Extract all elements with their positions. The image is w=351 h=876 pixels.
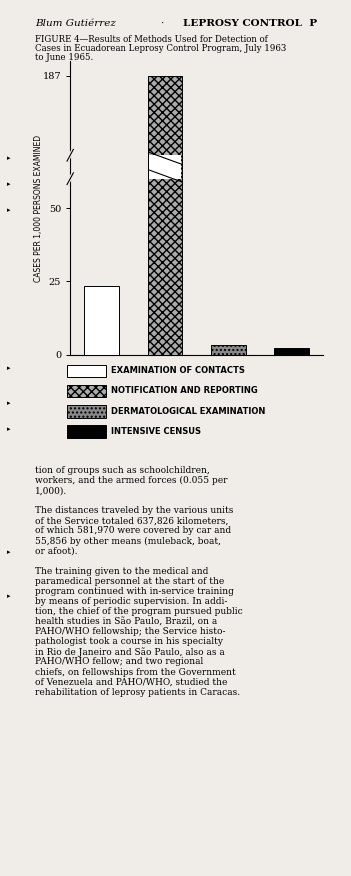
FancyBboxPatch shape xyxy=(67,385,106,398)
Text: chiefs, on fellowships from the Government: chiefs, on fellowships from the Governme… xyxy=(35,668,236,676)
Text: DERMATOLOGICAL EXAMINATION: DERMATOLOGICAL EXAMINATION xyxy=(111,406,265,415)
Text: 55,856 by other means (muleback, boat,: 55,856 by other means (muleback, boat, xyxy=(35,536,221,546)
FancyBboxPatch shape xyxy=(67,426,106,438)
Text: Cases in Ecuadorean Leprosy Control Program, July 1963: Cases in Ecuadorean Leprosy Control Prog… xyxy=(35,44,286,53)
Text: ▸: ▸ xyxy=(7,181,11,187)
Text: PAHO/WHO fellowship; the Service histo-: PAHO/WHO fellowship; the Service histo- xyxy=(35,627,226,636)
Text: INTENSIVE CENSUS: INTENSIVE CENSUS xyxy=(111,427,201,436)
Text: of which 581,970 were covered by car and: of which 581,970 were covered by car and xyxy=(35,526,231,535)
Text: by means of periodic supervision. In addi-: by means of periodic supervision. In add… xyxy=(35,597,227,606)
Text: ▸: ▸ xyxy=(7,365,11,371)
FancyBboxPatch shape xyxy=(67,405,106,418)
Text: PAHO/WHO fellow; and two regional: PAHO/WHO fellow; and two regional xyxy=(35,657,203,667)
Text: ▸: ▸ xyxy=(7,549,11,555)
Text: pathologist took a course in his specialty: pathologist took a course in his special… xyxy=(35,638,223,646)
Text: rehabilitation of leprosy patients in Caracas.: rehabilitation of leprosy patients in Ca… xyxy=(35,688,240,696)
Text: ·: · xyxy=(160,19,163,28)
Text: to June 1965.: to June 1965. xyxy=(35,53,93,61)
Text: tion of groups such as schoolchildren,: tion of groups such as schoolchildren, xyxy=(35,466,210,475)
Text: tion, the chief of the program pursued public: tion, the chief of the program pursued p… xyxy=(35,607,243,616)
FancyBboxPatch shape xyxy=(67,364,106,377)
Text: ▸: ▸ xyxy=(7,208,11,213)
Bar xyxy=(147,76,183,355)
Bar xyxy=(274,349,309,355)
Text: workers, and the armed forces (0.055 per: workers, and the armed forces (0.055 per xyxy=(35,477,227,485)
Text: LEPROSY CONTROL  P: LEPROSY CONTROL P xyxy=(183,19,317,28)
Text: health studies in São Paulo, Brazil, on a: health studies in São Paulo, Brazil, on … xyxy=(35,617,217,626)
Text: or afoot).: or afoot). xyxy=(35,547,78,555)
Text: in Rio de Janeiro and São Paulo, also as a: in Rio de Janeiro and São Paulo, also as… xyxy=(35,647,225,657)
Text: program continued with in-service training: program continued with in-service traini… xyxy=(35,587,234,596)
Text: 1,000).: 1,000). xyxy=(35,486,67,495)
Bar xyxy=(84,286,119,355)
Text: ▸: ▸ xyxy=(7,155,11,160)
Text: The training given to the medical and: The training given to the medical and xyxy=(35,567,208,576)
Text: NOTIFICATION AND REPORTING: NOTIFICATION AND REPORTING xyxy=(111,386,258,395)
Text: The distances traveled by the various units: The distances traveled by the various un… xyxy=(35,506,233,515)
Text: FIGURE 4—Results of Methods Used for Detection of: FIGURE 4—Results of Methods Used for Det… xyxy=(35,35,268,44)
Text: paramedical personnel at the start of the: paramedical personnel at the start of th… xyxy=(35,577,224,586)
Y-axis label: CASES PER 1,000 PERSONS EXAMINED: CASES PER 1,000 PERSONS EXAMINED xyxy=(34,135,43,281)
Text: ▸: ▸ xyxy=(7,427,11,432)
Text: ▸: ▸ xyxy=(7,400,11,406)
Text: Blum Gutiérrez: Blum Gutiérrez xyxy=(35,19,116,28)
Text: of Venezuela and PAHO/WHO, studied the: of Venezuela and PAHO/WHO, studied the xyxy=(35,678,227,687)
Text: of the Service totaled 637,826 kilometers,: of the Service totaled 637,826 kilometer… xyxy=(35,517,229,526)
Text: EXAMINATION OF CONTACTS: EXAMINATION OF CONTACTS xyxy=(111,366,245,375)
Text: ▸: ▸ xyxy=(7,593,11,598)
Bar xyxy=(211,344,245,355)
